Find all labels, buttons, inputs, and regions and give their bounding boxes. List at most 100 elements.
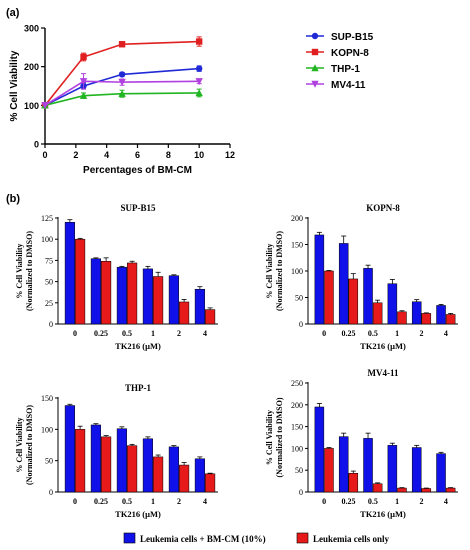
- bar: [142, 438, 153, 493]
- x-tick-label: 10: [194, 150, 204, 160]
- data-point: [195, 89, 203, 97]
- y-tick-label: 100: [41, 425, 53, 434]
- y-axis-title: % Cell Viability: [9, 50, 20, 121]
- series-line: [44, 92, 200, 107]
- bar: [372, 302, 383, 325]
- y-axis-title: % Cell Viability(Normalized to DMSO): [15, 405, 34, 485]
- x-tick-label: 0: [322, 329, 326, 338]
- x-tick-label: 6: [135, 150, 140, 160]
- bar: [64, 221, 75, 325]
- bar: [101, 436, 112, 493]
- bar: [153, 276, 164, 325]
- legend-label-only: Leukemia cells only: [313, 534, 389, 544]
- bar: [436, 305, 446, 325]
- legend-label-bmcm: Leukemia cells + BM-CM (10%): [140, 534, 266, 544]
- bar-chart-mv4-11: MV4-11 0 50 100 150 200 250 % Cell Viability(No…: [265, 368, 458, 519]
- bar: [445, 314, 456, 325]
- bar: [205, 309, 216, 325]
- y-tick-label: 150: [41, 394, 53, 403]
- y-tick-label: 250: [291, 379, 303, 388]
- x-tick-label: 0.25: [94, 329, 108, 338]
- y-tick-label: 200: [24, 62, 39, 72]
- bar: [90, 424, 101, 493]
- data-point: [118, 41, 126, 48]
- y-tick-label: 100: [291, 267, 303, 276]
- data-point: [80, 53, 87, 61]
- bar: [363, 438, 373, 493]
- bar: [397, 487, 407, 493]
- x-tick-label: 4: [104, 150, 109, 160]
- bar: [179, 301, 190, 325]
- data-point: [195, 38, 203, 45]
- chart-title: MV4-11: [368, 368, 399, 378]
- x-tick-label: 0.25: [94, 497, 108, 506]
- y-tick-label: 150: [291, 241, 303, 250]
- x-tick-label: 0: [73, 497, 77, 506]
- y-axis-title-line: % Cell Viability: [15, 417, 24, 472]
- x-tick-label: 4: [444, 329, 448, 338]
- x-tick-label: 0.5: [368, 497, 378, 506]
- data-point: [195, 78, 203, 86]
- y-tick-label: 50: [45, 278, 53, 287]
- y-tick-label: 150: [291, 423, 303, 432]
- bar-chart-kopn-8: KOPN-8 0 50 100 150 200 % Cell Viability(Norma…: [265, 203, 458, 351]
- series-sup-b15: [41, 65, 203, 109]
- x-tick-label: 0.25: [342, 497, 356, 506]
- x-tick-label: 0: [73, 329, 77, 338]
- series-line: [44, 40, 200, 106]
- y-tick-label: 0: [34, 140, 39, 150]
- data-point: [118, 78, 126, 86]
- bar: [348, 473, 359, 493]
- x-axis-title: TK216 (μM): [115, 509, 161, 519]
- x-tick-label: 0.5: [122, 329, 132, 338]
- bar: [411, 301, 422, 325]
- legend-swatch-only: [296, 532, 309, 544]
- x-axis-title: TK216 (μM): [115, 341, 161, 351]
- bar: [338, 436, 349, 493]
- x-tick-label: 2: [73, 150, 78, 160]
- bar: [436, 453, 446, 493]
- legend-marker: [311, 32, 319, 40]
- x-tick-label: 0.25: [342, 329, 356, 338]
- y-axis-title-line: (Normalized to DMSO): [275, 231, 284, 311]
- data-point: [195, 65, 203, 72]
- y-tick-label: 125: [41, 214, 53, 223]
- x-tick-label: 1: [395, 329, 399, 338]
- x-axis-title: TK216 (μM): [360, 341, 406, 351]
- x-tick-label: 1: [395, 497, 399, 506]
- x-axis-title: Percentages of BM-CM: [83, 165, 192, 176]
- y-tick-label: 25: [45, 299, 53, 308]
- data-point: [118, 90, 126, 97]
- y-axis-title-line: % Cell Viability: [15, 243, 24, 298]
- bar: [314, 234, 325, 325]
- x-tick-label: 2: [177, 497, 181, 506]
- x-tick-label: 0.5: [368, 329, 378, 338]
- bar: [142, 268, 153, 325]
- y-tick-label: 100: [24, 101, 39, 111]
- bar: [363, 268, 373, 325]
- bar: [348, 278, 359, 325]
- bar: [194, 458, 205, 493]
- y-tick-label: 300: [24, 24, 39, 34]
- legend-label: MV4-11: [331, 80, 366, 91]
- bar: [324, 270, 334, 325]
- bar: [314, 406, 325, 493]
- bar: [75, 429, 86, 493]
- bar: [372, 483, 383, 493]
- bar: [168, 275, 179, 325]
- bar: [387, 283, 398, 325]
- bar: [179, 464, 190, 493]
- bar: [116, 428, 127, 493]
- bar: [421, 313, 432, 325]
- x-tick-label: 2: [420, 329, 424, 338]
- series-line: [44, 80, 200, 107]
- bar: [127, 445, 138, 493]
- y-tick-label: 75: [45, 256, 53, 265]
- y-axis-title: % Cell Viability(Normalized to DMSO): [265, 231, 284, 311]
- bar: [127, 262, 138, 325]
- y-tick-label: 200: [291, 401, 303, 410]
- legend-swatch-bmcm: [123, 532, 136, 544]
- bar: [205, 473, 216, 493]
